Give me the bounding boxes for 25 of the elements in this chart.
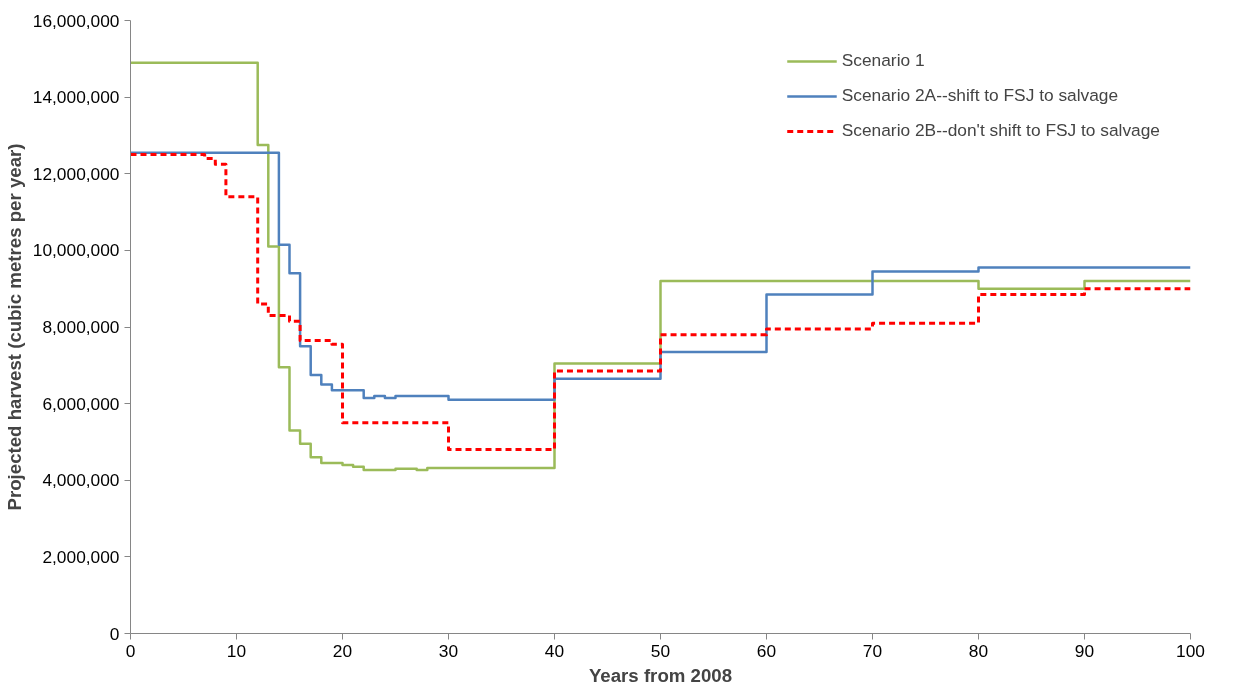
x-tick-label: 80 bbox=[968, 640, 989, 661]
y-axis-title: Projected harvest (cubic metres per year) bbox=[3, 143, 25, 511]
x-tick-label: 20 bbox=[332, 640, 353, 661]
y-tick-label: 4,000,000 bbox=[42, 470, 120, 491]
x-tick-label: 70 bbox=[862, 640, 883, 661]
x-tick-label: 0 bbox=[125, 640, 136, 661]
legend-label: Scenario 2A--shift to FSJ to salvage bbox=[841, 85, 1119, 106]
y-tick-label: 12,000,000 bbox=[32, 163, 120, 184]
y-tick-label: 16,000,000 bbox=[32, 10, 120, 31]
y-tick-label: 2,000,000 bbox=[42, 546, 120, 567]
x-tick-label: 40 bbox=[544, 640, 565, 661]
x-tick-label: 50 bbox=[650, 640, 671, 661]
y-tick-label: 10,000,000 bbox=[32, 240, 120, 261]
x-axis-title: Years from 2008 bbox=[588, 664, 733, 686]
x-tick-label: 90 bbox=[1074, 640, 1095, 661]
legend-label: Scenario 1 bbox=[841, 50, 925, 71]
y-tick-label: 14,000,000 bbox=[32, 87, 120, 108]
x-tick-label: 10 bbox=[226, 640, 247, 661]
x-tick-label: 30 bbox=[438, 640, 459, 661]
y-tick-label: 6,000,000 bbox=[42, 393, 120, 414]
x-tick-label: 100 bbox=[1176, 640, 1205, 661]
y-tick-label: 0 bbox=[109, 623, 120, 644]
legend-label: Scenario 2B--don't shift to FSJ to salvage bbox=[841, 120, 1160, 141]
x-tick-label: 60 bbox=[756, 640, 777, 661]
y-tick-label: 8,000,000 bbox=[42, 317, 120, 337]
